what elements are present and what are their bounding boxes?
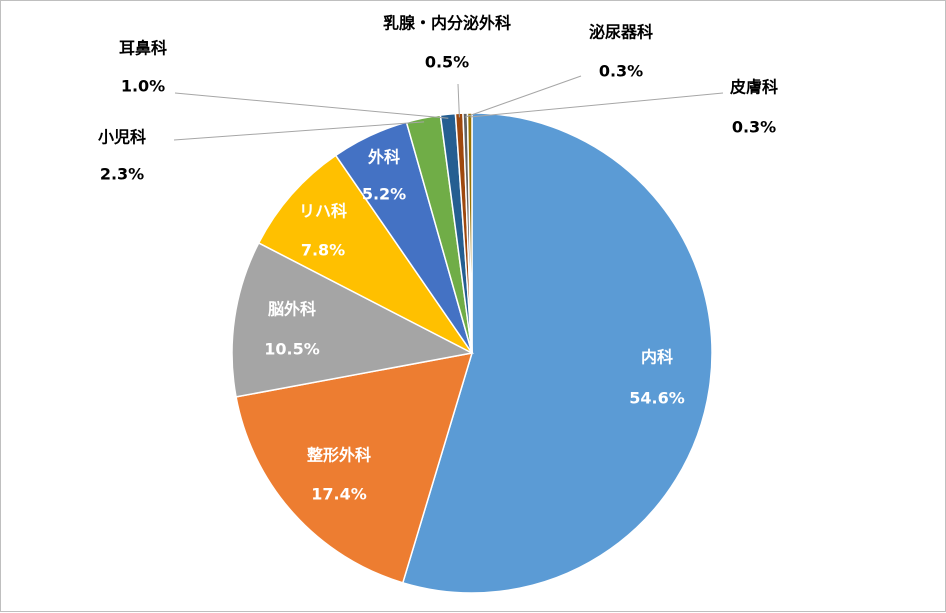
slice-value-3: 7.8% bbox=[301, 241, 345, 260]
leader-line-9 bbox=[469, 92, 724, 118]
slice-value-2: 10.5% bbox=[264, 340, 320, 359]
pie-slice-1 bbox=[235, 352, 474, 584]
slice-label-8: 泌尿器科 bbox=[589, 23, 653, 42]
slice-value-8: 0.3% bbox=[599, 62, 643, 81]
pie-slice-3 bbox=[257, 154, 473, 354]
leader-line-6 bbox=[174, 92, 449, 119]
slice-label-9: 皮膚科 bbox=[729, 78, 778, 97]
slice-value-4: 5.2% bbox=[362, 185, 406, 204]
slice-value-1: 17.4% bbox=[311, 485, 367, 504]
slice-value-5: 2.3% bbox=[100, 165, 144, 184]
leader-line-7 bbox=[457, 83, 460, 118]
pie-slice-9 bbox=[466, 112, 473, 354]
slice-value-6: 1.0% bbox=[121, 77, 165, 96]
pie-slice-2 bbox=[231, 241, 475, 398]
slice-label-5: 小児科 bbox=[98, 128, 146, 147]
leader-line-8 bbox=[465, 75, 582, 118]
leader-line-5 bbox=[173, 121, 425, 141]
slice-value-0: 54.6% bbox=[629, 389, 685, 408]
slice-value-9: 0.3% bbox=[732, 118, 776, 137]
slice-label-0: 内科 bbox=[641, 348, 673, 367]
pie-slice-0 bbox=[401, 112, 713, 594]
slice-label-6: 耳鼻科 bbox=[119, 39, 167, 58]
slice-label-4: 外科 bbox=[367, 148, 400, 167]
slice-label-2: 脳外科 bbox=[268, 300, 316, 319]
slice-label-1: 整形外科 bbox=[306, 446, 371, 465]
slice-label-3: リハ科 bbox=[299, 202, 347, 221]
slice-label-7: 乳腺・内分泌外科 bbox=[383, 14, 511, 33]
slice-value-7: 0.5% bbox=[425, 53, 469, 72]
